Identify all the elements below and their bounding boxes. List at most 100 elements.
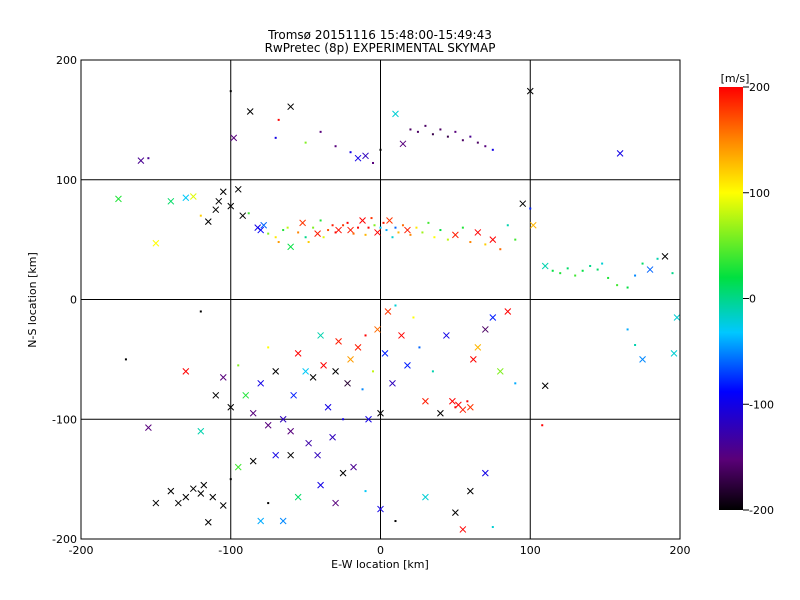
data-point-dot-73 [514, 238, 517, 241]
data-point-x-183 [466, 403, 474, 411]
data-point-x-225 [264, 421, 272, 429]
data-point-x-177 [443, 332, 450, 339]
data-point-x-186 [481, 326, 489, 333]
data-point-dot-67 [469, 241, 472, 244]
data-point-x-104 [246, 108, 254, 115]
data-point-dot-108 [304, 141, 307, 144]
data-point-dot-84 [596, 268, 599, 271]
data-point-dot-89 [626, 286, 629, 289]
data-point-x-171 [404, 362, 411, 369]
data-point-dot-107 [277, 118, 280, 121]
data-point-x-211 [339, 469, 347, 477]
data-point-x-223 [145, 424, 152, 431]
data-point-x-210 [332, 499, 339, 507]
data-point-dot-109 [319, 130, 322, 133]
data-point-dot-41 [352, 232, 355, 235]
data-point-x-8 [204, 218, 212, 226]
data-point-x-198 [209, 493, 217, 501]
data-point-x-188 [496, 367, 504, 375]
data-point-x-68 [474, 229, 482, 236]
data-point-dot-161 [364, 334, 367, 337]
data-point-x-19 [260, 221, 268, 229]
data-point-dot-91 [641, 262, 644, 265]
data-point-x-154 [335, 338, 342, 345]
data-point-dot-34 [327, 229, 330, 232]
data-point-x-168 [389, 379, 396, 387]
x-tick-label-4: 200 [670, 544, 691, 557]
data-point-x-27 [299, 219, 306, 227]
data-point-dot-80 [566, 267, 569, 270]
data-point-x-176 [437, 409, 444, 417]
data-point-x-196 [197, 490, 205, 497]
data-point-x-117 [399, 140, 407, 148]
colorbar-tick-label-0: 200 [749, 81, 770, 94]
data-point-dot-135 [237, 364, 240, 367]
data-point-dot-54 [394, 226, 397, 229]
data-point-dot-118 [409, 128, 412, 131]
data-point-dot-79 [559, 272, 562, 275]
data-point-x-138 [257, 379, 265, 387]
data-point-dot-51 [385, 229, 388, 232]
data-point-x-208 [294, 493, 302, 501]
data-point-x-197 [200, 481, 208, 489]
data-point-x-37 [335, 226, 342, 234]
data-point-x-15 [239, 212, 247, 220]
data-point-x-13 [234, 185, 242, 193]
data-point-x-216 [452, 509, 459, 517]
data-point-dot-66 [461, 226, 464, 229]
data-point-dot-46 [370, 217, 373, 220]
data-point-dot-212 [364, 490, 367, 493]
data-point-dot-128 [484, 145, 487, 148]
data-point-x-133 [219, 373, 227, 381]
data-point-x-226 [272, 451, 280, 459]
data-point-x-195 [189, 485, 197, 493]
data-point-x-184 [469, 356, 477, 363]
data-point-dot-103 [229, 90, 232, 93]
data-point-dot-214 [394, 520, 397, 523]
data-point-x-11 [219, 188, 227, 196]
axis-ticks: -200 -100 0 100 200 -200 -100 0 100 200 [52, 54, 690, 557]
y-tick-label-0: -200 [52, 533, 77, 546]
data-point-x-152 [329, 433, 336, 441]
data-point-x-185 [474, 344, 482, 351]
data-point-dot-163 [372, 370, 375, 373]
data-point-dot-85 [601, 262, 604, 265]
data-point-dot-119 [416, 130, 419, 133]
data-point-dot-105 [274, 136, 277, 139]
data-point-dot-99 [634, 344, 637, 347]
data-point-dot-16 [247, 212, 250, 215]
data-point-dot-221 [124, 358, 127, 361]
data-point-x-12 [227, 202, 235, 210]
data-point-x-159 [354, 344, 362, 351]
data-point-x-48 [374, 229, 381, 236]
data-point-x-5 [182, 194, 190, 202]
data-point-dot-83 [589, 264, 592, 267]
data-point-dot-56 [401, 224, 404, 227]
data-point-x-14 [230, 134, 238, 142]
colorbar-label: [m/s] [721, 72, 750, 85]
data-point-dot-81 [574, 274, 577, 277]
data-point-x-145 [302, 367, 309, 375]
data-point-x-167 [384, 308, 392, 315]
data-point-x-148 [314, 451, 321, 459]
data-point-x-204 [257, 517, 265, 525]
data-point-x-77 [541, 262, 549, 270]
data-point-x-57 [404, 226, 411, 234]
data-point-x-136 [242, 391, 250, 399]
data-point-x-142 [287, 427, 295, 435]
data-point-dot-95 [671, 272, 674, 275]
data-point-dot-122 [439, 128, 442, 131]
data-point-x-217 [459, 526, 467, 533]
data-point-dot-44 [364, 233, 367, 236]
data-point-dot-155 [342, 418, 345, 421]
data-point-x-144 [294, 350, 302, 357]
data-point-dot-33 [322, 236, 325, 239]
data-point-dot-126 [469, 135, 472, 138]
data-point-x-6 [189, 193, 197, 200]
data-point-x-3 [152, 239, 160, 247]
data-point-x-150 [320, 362, 327, 369]
y-tick-label-3: 100 [56, 174, 77, 187]
data-point-dot-86 [607, 276, 610, 279]
y-axis-label: N-S location [km] [26, 252, 39, 348]
data-point-x-202 [234, 463, 242, 471]
